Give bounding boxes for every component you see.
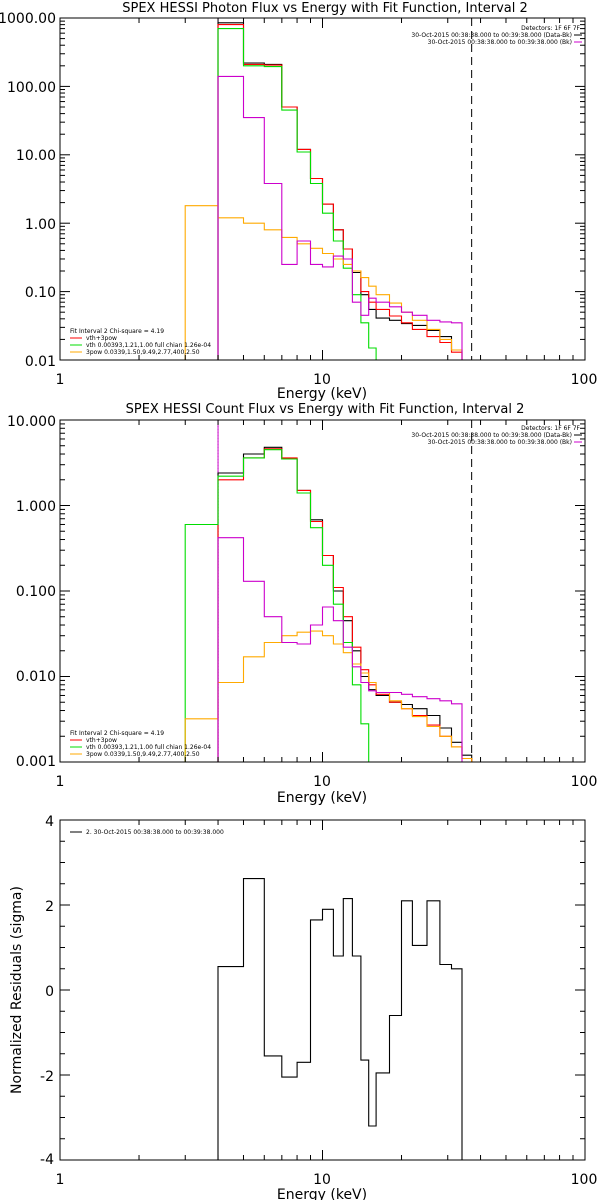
panel2-legend-fit: Fit Interval 2 Chi-square = 4.19 [70,730,164,737]
panel1-legend-3pow: 3pow 0.0339,1.50,9.49,2.77,400,2.50 [86,349,200,356]
panel3-xlabel: Energy (keV) [277,1187,367,1200]
panel3-xtick-1: 1 [56,1172,65,1188]
panel2-series-vth-3pow [217,448,473,762]
panel3-series-2-30-oct-2015-00-38-38-000-to-00-39-38-000 [217,878,463,1160]
panel1-ticks [59,18,585,361]
panel3-ytick-4: 4 [45,814,54,830]
panel2-header-detectors: Detectors: 1F 6F 7F [521,425,580,432]
panel1-header-detectors: Detectors: 1F 6F 7F [521,25,580,32]
panel1-series-3pow [184,205,473,360]
panel3-ticks [59,819,585,1161]
panel2-header-bk: 30-Oct-2015 00:38:38.000 to 00:39:38.000… [428,439,572,446]
panel1-series-vth [217,28,391,360]
panel2-plot-area [184,420,482,762]
panel1-legend-vth3pow: vth+3pow [86,335,117,342]
panel3-legend-label: 2. 30-Oct-2015 00:38:38.000 to 00:39:38.… [86,829,224,836]
panel1-ytick-10: 10.00 [16,148,56,164]
panel1-ytick-1000: 1000.00 [0,11,56,27]
panel3-ytick-2: 2 [45,899,54,915]
panel2-ytick-0.01: 0.010 [16,669,56,685]
panel1-legend-vth: vth 0.00393,1.21,1.00 full chian 1.26e-0… [86,342,211,349]
photon-flux-panel: SPEX HESSI Photon Flux vs Energy with Fi… [0,1,598,402]
panel1-ytick-100: 100.00 [7,80,56,96]
panel2-legend-vth3pow: vth+3pow [86,737,117,744]
residuals-panel: 1 10 100 Energy (keV) Normalized Residua… [9,814,597,1200]
panel2-series-bk [217,537,463,762]
panel2-header-databk: 30-Oct-2015 00:38:38.000 to 00:39:38.000… [411,432,572,439]
panel3-ytick-m4: -4 [40,1152,54,1168]
panel3-ytick-m2: -2 [40,1069,54,1085]
panel2-series-vth [184,449,377,762]
panel2-legend-vth: vth 0.00393,1.21,1.00 full chian 1.26e-0… [86,744,211,751]
panel1-ytick-0.1: 0.10 [25,285,56,301]
panel2-series-data-bk [217,446,473,762]
panel1-series-bk [217,75,463,360]
panel1-series-vth-3pow [217,24,473,360]
panel1-xtick-1: 1 [56,372,65,388]
panel1-ytick-0.01: 0.01 [25,354,56,370]
panel3-ytick-0: 0 [45,984,54,1000]
panel3-plot-area [217,878,463,1160]
panel1-plot-area [184,18,473,360]
panel3-ylabel: Normalized Residuals (sigma) [9,886,25,1094]
panel1-title: SPEX HESSI Photon Flux vs Energy with Fi… [122,1,528,16]
panel2-ytick-1: 1.000 [16,499,56,515]
panel2-ytick-10: 10.000 [7,414,56,430]
panel1-xtick-10: 10 [313,372,331,388]
panel1-header-databk: 30-Oct-2015 00:38:38.000 to 00:39:38.000… [411,32,572,39]
panel2-xlabel: Energy (keV) [277,790,367,806]
panel3-frame [59,819,586,1161]
panel1-header-bk: 30-Oct-2015 00:38:38.000 to 00:39:38.000… [428,39,572,46]
panel2-series-3pow [184,630,482,762]
panel1-legend-fit: Fit Interval 2 Chi-square = 4.19 [70,328,164,335]
panel1-xtick-100: 100 [571,372,598,388]
panel3-xtick-10: 10 [313,1172,331,1188]
panel2-ytick-0.1: 0.100 [16,584,56,600]
count-flux-panel: SPEX HESSI Count Flux vs Energy with Fit… [7,402,598,806]
panel2-xtick-1: 1 [56,774,65,790]
panel2-ytick-0.001: 0.001 [16,754,56,770]
panel2-xtick-10: 10 [313,774,331,790]
panel3-xtick-100: 100 [571,1172,598,1188]
panel2-xtick-100: 100 [571,774,598,790]
panel2-ticks [59,420,585,763]
panel1-xlabel: Energy (keV) [277,386,367,402]
panel2-legend-3pow: 3pow 0.0339,1.50,9.49,2.77,400,2.50 [86,751,200,758]
panel1-ytick-1: 1.00 [25,217,56,233]
panel1-series-data-bk [217,22,473,360]
panel2-frame [59,419,586,763]
panel2-title: SPEX HESSI Count Flux vs Energy with Fit… [126,402,525,417]
